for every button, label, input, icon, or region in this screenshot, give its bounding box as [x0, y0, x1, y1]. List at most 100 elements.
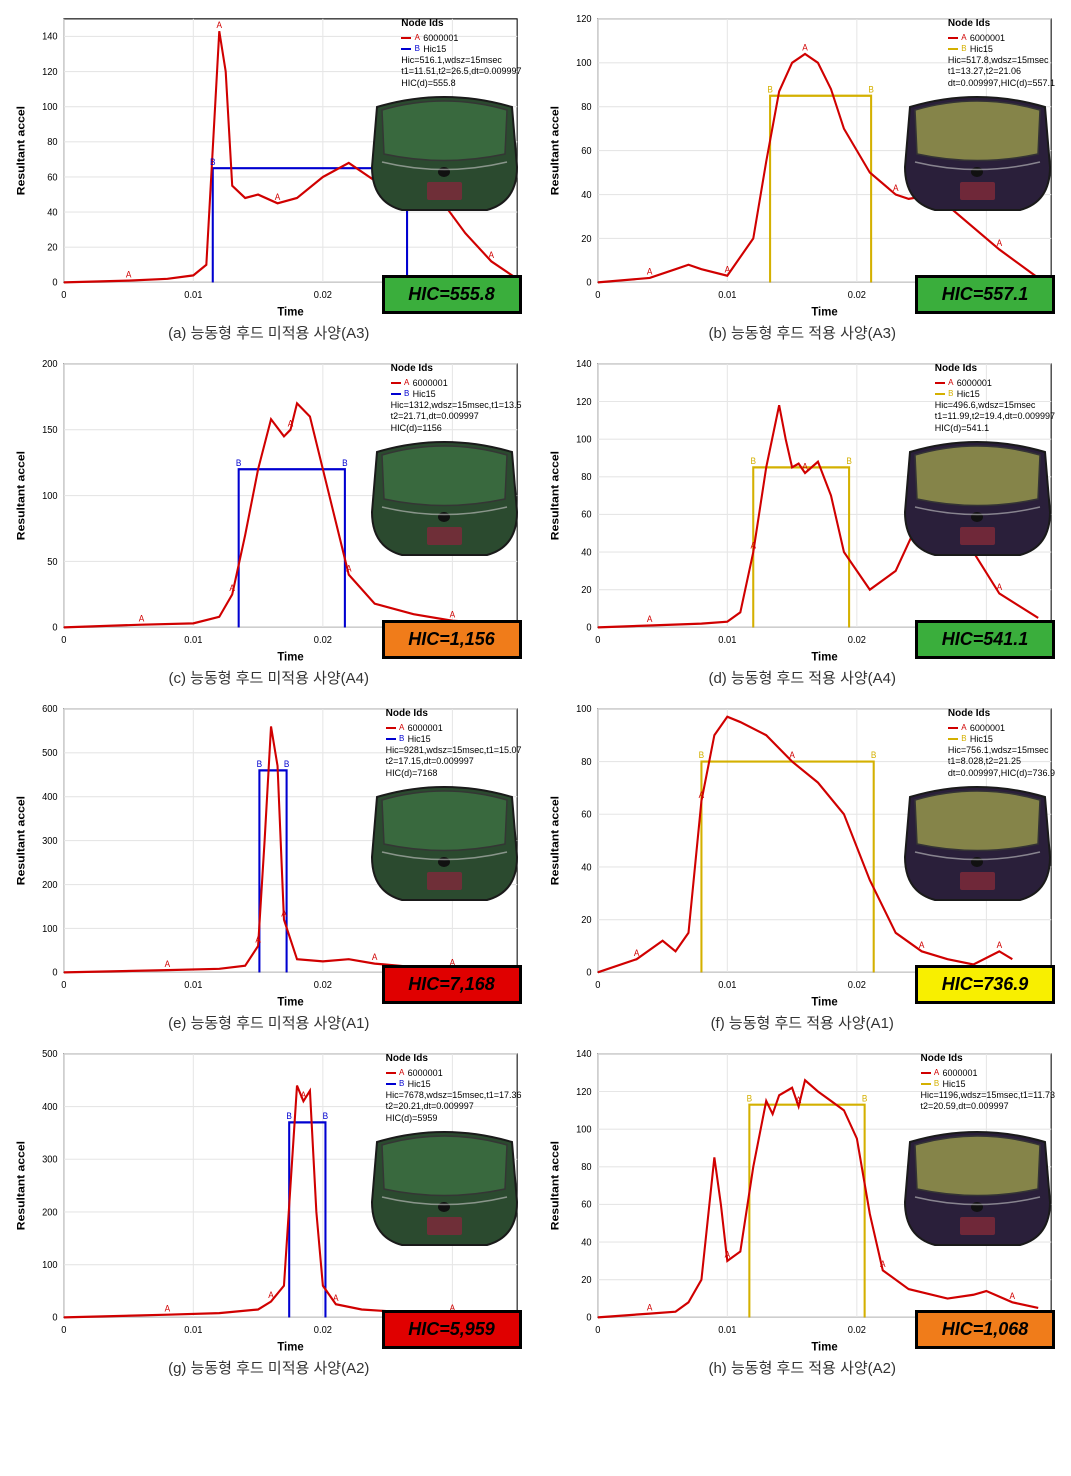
svg-text:120: 120 — [576, 1087, 592, 1098]
svg-text:0: 0 — [586, 967, 591, 978]
caption-a: (a) 능동형 후드 미적용 사양(A3) — [168, 322, 369, 343]
legend-e: Node Ids A 6000001 B Hic15 Hic=9281,wdsz… — [386, 708, 522, 779]
legend-a-label: 6000001 — [943, 1068, 978, 1079]
legend-series-b: B Hic15 — [386, 734, 522, 745]
legend-title: Node Ids — [386, 708, 522, 721]
svg-text:120: 120 — [576, 14, 592, 25]
svg-text:A: A — [372, 952, 378, 962]
svg-text:B: B — [868, 84, 874, 94]
legend-a-label: 6000001 — [413, 378, 448, 389]
svg-text:0: 0 — [586, 1312, 591, 1323]
legend-detail: Hic=496.6,wdsz=15msec — [935, 400, 1055, 411]
caption-b: (b) 능동형 후드 적용 사양(A3) — [708, 322, 896, 343]
hic-badge-e: HIC=7,168 — [382, 965, 522, 1004]
svg-text:B: B — [870, 750, 876, 760]
legend-a: Node Ids A 6000001 B Hic15 Hic=516.1,wds… — [401, 18, 521, 89]
svg-text:A: A — [268, 1290, 274, 1300]
chart-grid: AAAAABB 02040608010012014000.010.020.03 … — [10, 10, 1061, 1386]
svg-text:A: A — [918, 940, 924, 950]
svg-text:100: 100 — [42, 102, 58, 113]
hic-badge-d: HIC=541.1 — [915, 620, 1055, 659]
svg-text:40: 40 — [581, 1237, 591, 1248]
svg-text:A: A — [165, 959, 171, 969]
legend-detail: t1=11.51,t2=26.5,dt=0.009997 — [401, 66, 521, 77]
svg-text:B: B — [698, 750, 704, 760]
svg-text:A: A — [139, 613, 145, 623]
svg-text:0.01: 0.01 — [718, 290, 736, 301]
legend-g: Node Ids A 6000001 B Hic15 Hic=7678,wdsz… — [386, 1053, 522, 1124]
svg-text:0: 0 — [52, 277, 57, 288]
legend-title: Node Ids — [386, 1053, 522, 1066]
chart-e: AAAAABB 010020030040050060000.010.020.03… — [10, 700, 528, 1010]
legend-f: Node Ids A 6000001 B Hic15 Hic=756.1,wds… — [948, 708, 1055, 779]
hic-badge-b: HIC=557.1 — [915, 275, 1055, 314]
svg-text:0: 0 — [61, 290, 66, 301]
svg-text:A: A — [288, 418, 294, 428]
svg-text:B: B — [236, 458, 242, 468]
svg-text:Resultant accel: Resultant accel — [548, 106, 561, 195]
svg-text:B: B — [284, 759, 290, 769]
svg-text:Time: Time — [811, 995, 838, 1008]
svg-text:B: B — [767, 84, 773, 94]
legend-series-b: B Hic15 — [386, 1079, 522, 1090]
legend-b-label: Hic15 — [957, 389, 980, 400]
legend-a-label: 6000001 — [423, 33, 458, 44]
hood-thumbnail-f — [900, 772, 1055, 907]
legend-b-label: Hic15 — [943, 1079, 966, 1090]
svg-text:Time: Time — [811, 305, 838, 318]
chart-f: AAAAABB 02040608010000.010.020.03 Time R… — [544, 700, 1062, 1010]
panel-a: AAAAABB 02040608010012014000.010.020.03 … — [10, 10, 528, 351]
legend-title: Node Ids — [948, 18, 1055, 31]
legend-series-a: A 6000001 — [921, 1068, 1056, 1079]
legend-b-label: Hic15 — [408, 734, 431, 745]
svg-text:0.01: 0.01 — [718, 1325, 736, 1336]
legend-title: Node Ids — [391, 363, 522, 376]
svg-text:Time: Time — [277, 995, 304, 1008]
svg-text:A: A — [996, 238, 1002, 248]
legend-series-b: B Hic15 — [948, 734, 1055, 745]
panel-b: AAAAABB 02040608010012000.010.020.03 Tim… — [544, 10, 1062, 351]
svg-text:A: A — [255, 934, 261, 944]
svg-text:0.02: 0.02 — [314, 1325, 332, 1336]
caption-h: (h) 능동형 후드 적용 사양(A2) — [708, 1357, 896, 1378]
legend-detail: Hic=516.1,wdsz=15msec — [401, 55, 521, 66]
legend-detail: Hic=1312,wdsz=15msec,t1=13.5 — [391, 400, 522, 411]
svg-text:A: A — [450, 609, 456, 619]
svg-text:80: 80 — [47, 137, 57, 148]
legend-h: Node Ids A 6000001 B Hic15 Hic=1196,wdsz… — [921, 1053, 1056, 1113]
legend-series-b: B Hic15 — [921, 1079, 1056, 1090]
svg-text:0: 0 — [52, 1312, 57, 1323]
legend-series-a: A 6000001 — [948, 723, 1055, 734]
svg-text:0.01: 0.01 — [184, 980, 202, 991]
panel-e: AAAAABB 010020030040050060000.010.020.03… — [10, 700, 528, 1041]
svg-text:20: 20 — [47, 242, 57, 253]
svg-text:Time: Time — [277, 305, 304, 318]
panel-f: AAAAABB 02040608010000.010.020.03 Time R… — [544, 700, 1062, 1041]
svg-text:40: 40 — [47, 207, 57, 218]
svg-text:0.01: 0.01 — [718, 635, 736, 646]
svg-text:80: 80 — [581, 1162, 591, 1173]
svg-text:60: 60 — [581, 1199, 591, 1210]
hood-thumbnail-b — [900, 82, 1055, 217]
chart-b: AAAAABB 02040608010012000.010.020.03 Tim… — [544, 10, 1062, 320]
legend-detail: t1=13.27,t2=21.06 — [948, 66, 1055, 77]
svg-text:A: A — [281, 908, 287, 918]
panel-d: AAAAABB 02040608010012014000.010.020.03 … — [544, 355, 1062, 696]
svg-text:100: 100 — [42, 923, 58, 934]
svg-text:A: A — [724, 1249, 730, 1259]
legend-c: Node Ids A 6000001 B Hic15 Hic=1312,wdsz… — [391, 363, 522, 434]
legend-series-a: A 6000001 — [935, 378, 1055, 389]
svg-text:0: 0 — [595, 635, 600, 646]
hood-thumbnail-a — [367, 82, 522, 217]
legend-series-a: A 6000001 — [386, 1068, 522, 1079]
legend-series-b: B Hic15 — [948, 44, 1055, 55]
legend-b: Node Ids A 6000001 B Hic15 Hic=517.8,wds… — [948, 18, 1055, 89]
svg-text:A: A — [802, 461, 808, 471]
svg-text:120: 120 — [42, 67, 58, 78]
legend-series-a: A 6000001 — [401, 33, 521, 44]
svg-text:140: 140 — [42, 31, 58, 42]
svg-text:0: 0 — [586, 277, 591, 288]
svg-text:0: 0 — [52, 622, 57, 633]
svg-text:80: 80 — [581, 757, 591, 768]
svg-text:B: B — [861, 1093, 867, 1103]
